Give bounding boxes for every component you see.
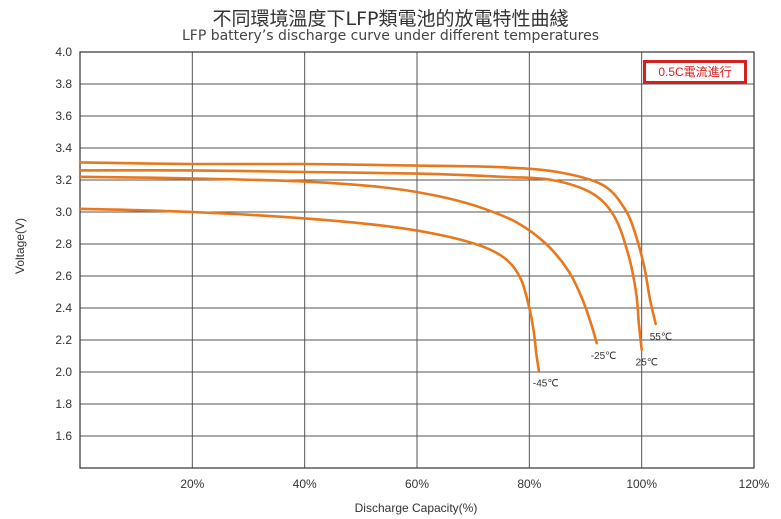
- y-tick-label: 1.8: [55, 397, 72, 411]
- x-tick-label: 80%: [517, 477, 541, 491]
- x-axis-label: Discharge Capacity(%): [355, 501, 478, 515]
- x-tick-label: 40%: [293, 477, 317, 491]
- plot-frame: [79, 51, 755, 469]
- series-label: -25℃: [591, 351, 617, 362]
- tick-labels: 1.6 1.8 2.0 2.2 2.4 2.6 2.8 3.0 3.2 3.4 3.6 3.8 4.0 2…: [55, 45, 769, 491]
- x-tick-label: 20%: [180, 477, 204, 491]
- rate-badge: 0.5C電流進行: [643, 60, 747, 84]
- series-line: [78, 207, 541, 372]
- curve-labels: 55℃ 25℃ -25℃ -45℃: [533, 332, 672, 389]
- y-axis-label: Voltage(V): [13, 218, 27, 274]
- series-label: 25℃: [636, 358, 658, 369]
- series-label: -45℃: [533, 378, 559, 389]
- y-tick-label: 2.0: [55, 365, 72, 379]
- y-tick-label: 1.6: [55, 429, 72, 443]
- y-tick-label: 2.8: [55, 237, 72, 251]
- y-tick-label: 2.4: [55, 301, 72, 315]
- y-tick-label: 3.6: [55, 109, 72, 123]
- y-tick-label: 3.4: [55, 141, 72, 155]
- series-line: [78, 161, 657, 326]
- y-tick-label: 2.2: [55, 333, 72, 347]
- y-tick-label: 3.2: [55, 173, 72, 187]
- series-label: 55℃: [650, 332, 672, 343]
- y-tick-label: 2.6: [55, 269, 72, 283]
- x-tick-label: 60%: [405, 477, 429, 491]
- y-tick-label: 3.8: [55, 77, 72, 91]
- curves: [78, 161, 657, 372]
- chart-subtitle: LFP battery’s discharge curve under diff…: [181, 28, 600, 44]
- y-tick-label: 3.0: [55, 205, 72, 219]
- x-tick-label: 120%: [739, 477, 770, 491]
- x-tick-label: 100%: [626, 477, 657, 491]
- series-line: [78, 175, 598, 345]
- series-line: [78, 168, 643, 351]
- chart-title: 不同環境溫度下LFP類電池的放電特性曲綫: [212, 8, 569, 30]
- y-tick-label: 4.0: [55, 45, 72, 59]
- grid-lines: [80, 51, 755, 468]
